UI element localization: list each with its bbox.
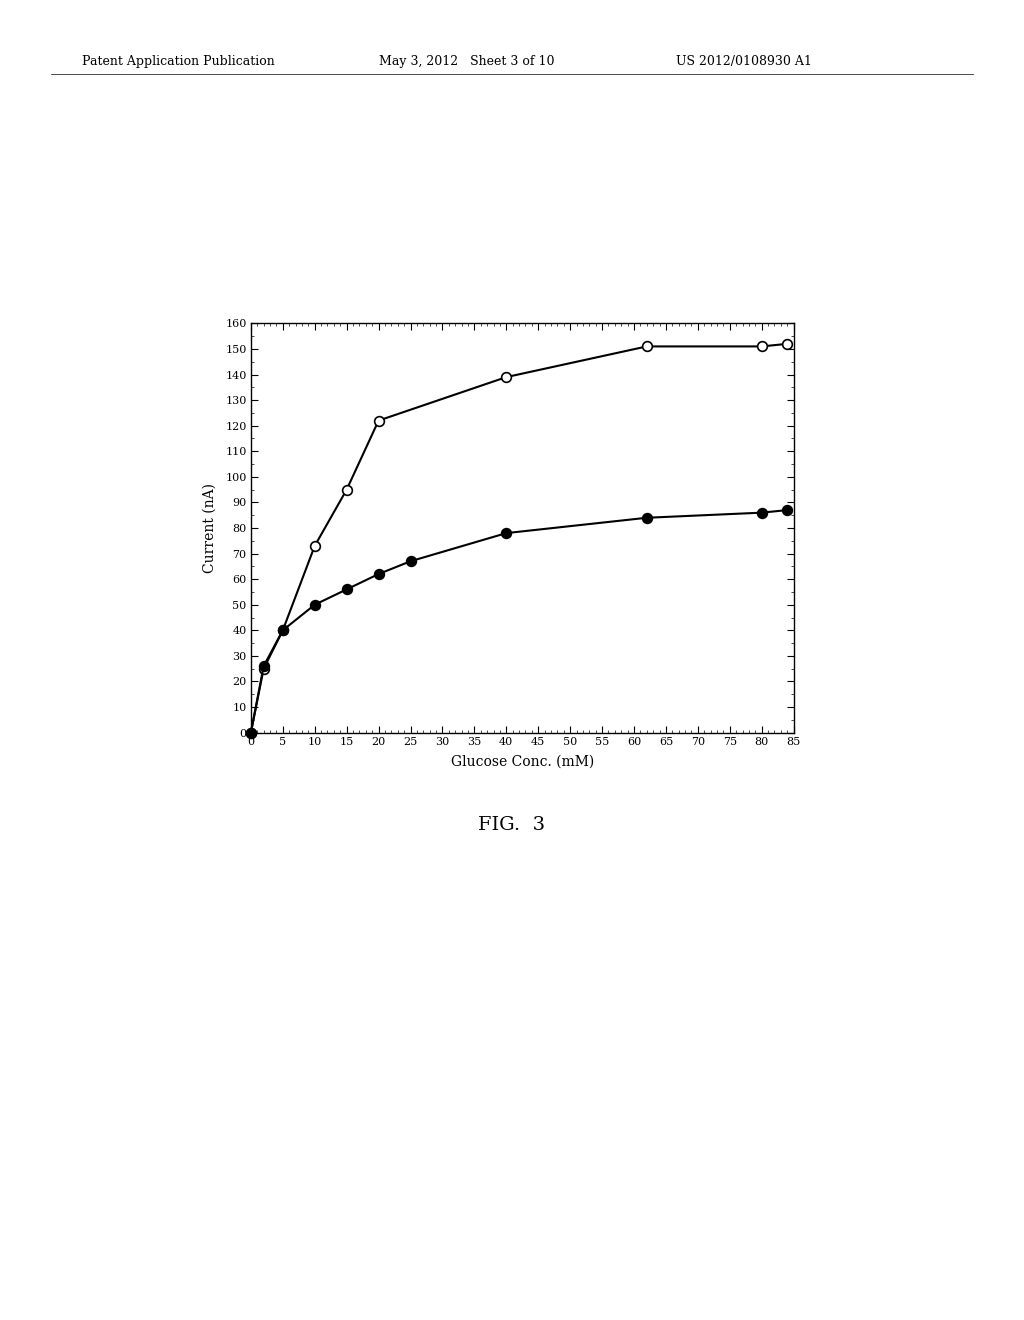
Text: May 3, 2012   Sheet 3 of 10: May 3, 2012 Sheet 3 of 10 bbox=[379, 55, 554, 69]
Y-axis label: Current (nA): Current (nA) bbox=[203, 483, 217, 573]
Text: US 2012/0108930 A1: US 2012/0108930 A1 bbox=[676, 55, 812, 69]
X-axis label: Glucose Conc. (mM): Glucose Conc. (mM) bbox=[451, 755, 594, 770]
Text: FIG.  3: FIG. 3 bbox=[478, 816, 546, 834]
Text: Patent Application Publication: Patent Application Publication bbox=[82, 55, 274, 69]
